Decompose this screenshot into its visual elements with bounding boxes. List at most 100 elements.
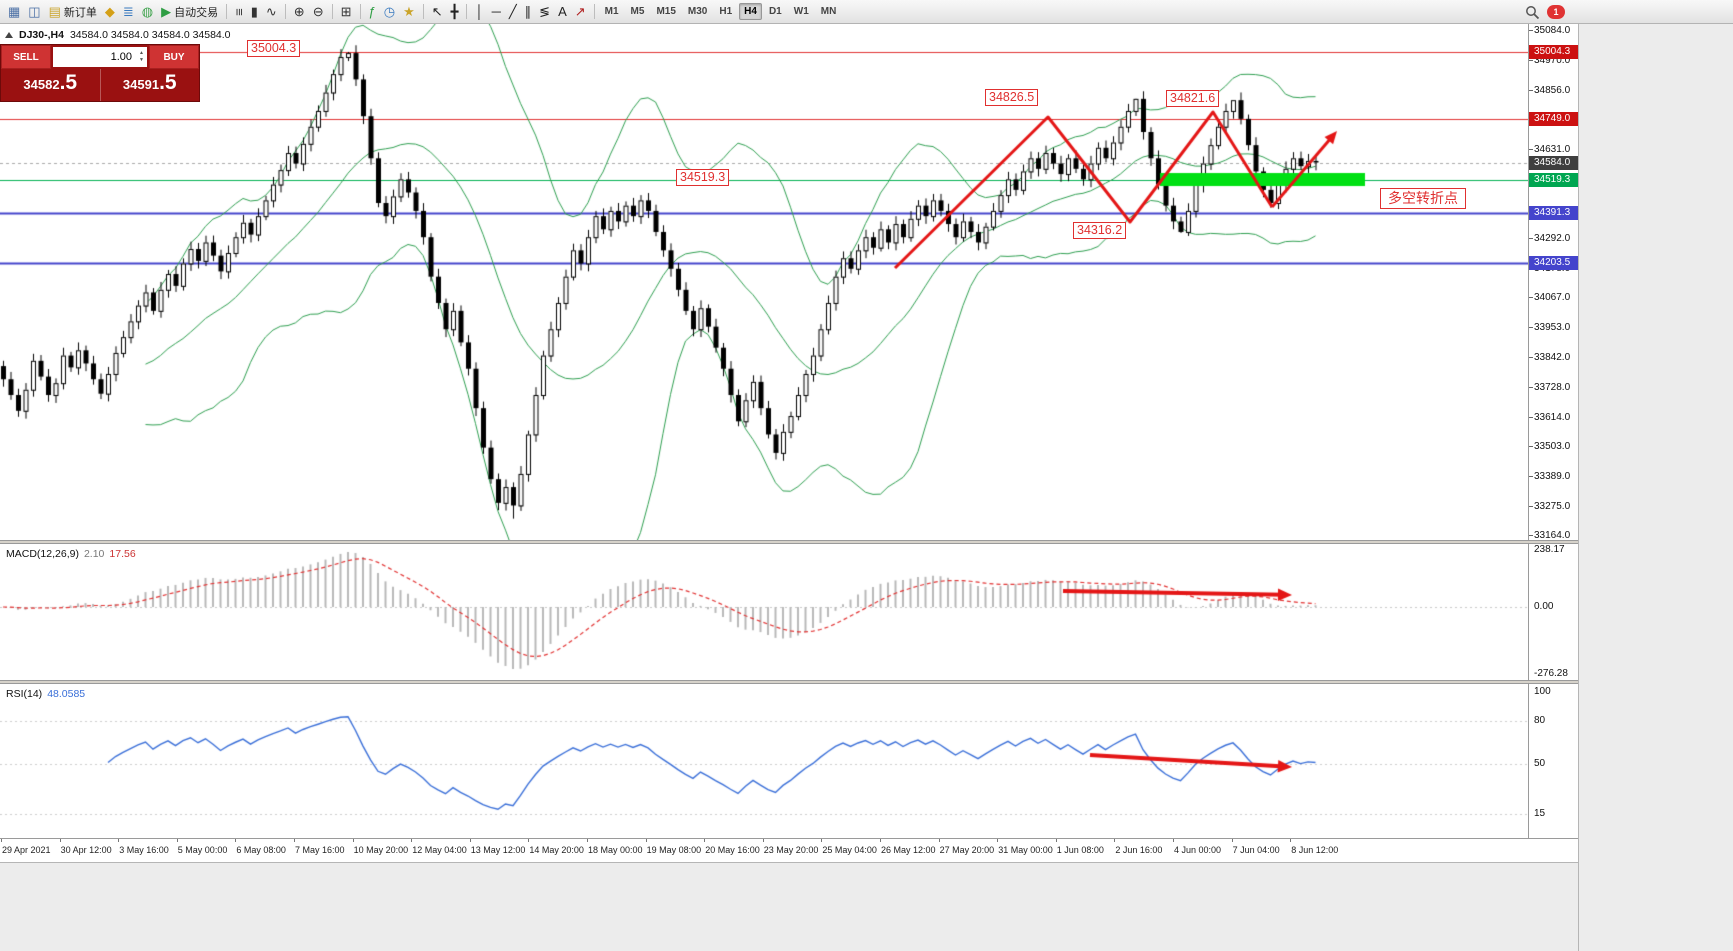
time-axis-label: 29 Apr 2021 xyxy=(2,845,51,855)
channel-icon[interactable]: ∥ xyxy=(522,2,535,22)
rsi-name: RSI(14) xyxy=(6,688,43,700)
new-order-button[interactable]: ▤ 新订单 xyxy=(46,2,100,22)
time-axis-label: 1 Jun 08:00 xyxy=(1056,845,1104,855)
trendline-icon[interactable]: ╱ xyxy=(506,2,520,22)
cursor-icon[interactable]: ↖ xyxy=(429,2,446,22)
community-icon[interactable]: ◍ xyxy=(139,2,156,22)
vertical-line-icon: │ xyxy=(475,3,484,19)
time-axis-tick xyxy=(880,839,881,842)
timeframe-d1[interactable]: D1 xyxy=(768,6,782,17)
sell-button[interactable]: SELL xyxy=(1,45,51,69)
bar-chart-icon[interactable]: ≡ xyxy=(231,2,247,22)
macd-signal-value: 17.56 xyxy=(109,548,136,560)
price-axis-tick: 34856.0 xyxy=(1529,84,1571,96)
rsi-canvas[interactable] xyxy=(0,684,1528,838)
price-axis-flag-34391.3: 34391.3 xyxy=(1529,206,1578,221)
vertical-line-icon[interactable]: │ xyxy=(472,2,486,22)
tile-windows-icon: ◫ xyxy=(28,3,41,19)
chart-header: DJ30-,H4 34584.0 34584.0 34584.0 34584.0 xyxy=(5,29,231,41)
rsi-scale-label: 15 xyxy=(1534,808,1546,819)
bar-chart-icon: ≡ xyxy=(231,7,247,16)
depth-of-market-icon[interactable]: ≣ xyxy=(120,2,137,22)
chart-ohlc-values: 34584.0 34584.0 34584.0 34584.0 xyxy=(69,29,231,41)
sell-price-big: .5 xyxy=(59,71,78,94)
chart-window-icon[interactable]: ▦ xyxy=(5,2,23,22)
chart-list-icon[interactable]: ◆ xyxy=(102,2,118,22)
timeframe-m1[interactable]: M1 xyxy=(604,6,619,17)
crosshair-icon[interactable]: ╋ xyxy=(448,2,462,22)
sell-price-small: 34582 xyxy=(23,77,60,92)
autotrading-button[interactable]: ▶ 自动交易 xyxy=(158,2,221,22)
zoom-in-icon[interactable]: ⊕ xyxy=(291,2,308,22)
buy-price[interactable]: 34591.5 xyxy=(99,69,200,101)
price-axis-tick: 34292.0 xyxy=(1529,233,1571,245)
time-axis-label: 2 Jun 16:00 xyxy=(1115,845,1163,855)
price-axis-flag-34584.0: 34584.0 xyxy=(1529,155,1578,170)
macd-canvas[interactable] xyxy=(0,544,1528,680)
time-axis-tick xyxy=(235,839,237,842)
time-axis-label: 13 May 12:00 xyxy=(470,845,526,855)
text-icon[interactable]: A xyxy=(555,2,570,22)
tile-windows-icon[interactable]: ◫ xyxy=(25,2,43,22)
new-order-button-label: 新订单 xyxy=(63,6,97,19)
volume-spinner[interactable]: ▲ ▼ xyxy=(137,47,146,67)
buy-button[interactable]: BUY xyxy=(149,45,199,69)
time-axis-tick xyxy=(938,839,940,842)
zoom-in-icon: ⊕ xyxy=(293,3,305,19)
notification-badge[interactable]: 1 xyxy=(1547,5,1565,19)
arrows-icon: ↗ xyxy=(574,3,586,19)
time-axis-label: 30 Apr 12:00 xyxy=(60,845,112,855)
horizontal-line-icon[interactable]: ─ xyxy=(489,2,504,22)
volume-down-icon[interactable]: ▼ xyxy=(139,57,144,63)
price-chart-canvas[interactable] xyxy=(0,24,1528,540)
time-axis-label: 18 May 00:00 xyxy=(588,845,643,855)
macd-scale-label: 238.17 xyxy=(1534,544,1565,555)
chart-list-icon: ◆ xyxy=(104,3,115,19)
candlestick-chart-icon[interactable]: ▮ xyxy=(248,2,261,22)
splitter-macd[interactable] xyxy=(0,540,1578,544)
price-axis-tick: 34631.0 xyxy=(1529,144,1571,156)
zoom-out-icon[interactable]: ⊖ xyxy=(310,2,327,22)
timeframe-h1[interactable]: H1 xyxy=(719,6,733,17)
time-axis-tick xyxy=(1231,839,1233,842)
time-axis-tick xyxy=(528,839,530,842)
timeframe-w1[interactable]: W1 xyxy=(793,6,809,17)
search-icon[interactable] xyxy=(1525,5,1540,20)
indicators-icon[interactable]: ƒ xyxy=(366,2,379,22)
time-axis-label: 19 May 08:00 xyxy=(646,845,702,855)
oneclick-toggle-icon[interactable] xyxy=(5,32,13,38)
fibonacci-icon[interactable]: ≶ xyxy=(536,2,553,22)
time-axis-tick xyxy=(821,839,823,842)
timeframe-m30[interactable]: M30 xyxy=(687,6,708,17)
time-axis-label: 26 May 12:00 xyxy=(881,845,936,855)
templates-icon[interactable]: ★ xyxy=(400,2,418,22)
timeframe-m15[interactable]: M15 xyxy=(656,6,676,17)
periods-icon[interactable]: ◷ xyxy=(381,2,398,22)
time-axis: 29 Apr 2021 30 Apr 12:00 3 May 16:00 5 May … xyxy=(0,838,1578,862)
time-axis-label: 20 May 16:00 xyxy=(705,845,760,855)
bottom-empty-area xyxy=(0,862,1578,951)
toolbar-separator xyxy=(466,4,468,19)
price-axis-tick: 33614.0 xyxy=(1529,411,1571,423)
price-axis: 35084.034970.034856.034631.034292.034178… xyxy=(1528,24,1578,838)
price-axis-tick: 33275.0 xyxy=(1529,500,1571,512)
volume-up-icon[interactable]: ▲ xyxy=(139,50,144,56)
annotation-price-label: 34519.3 xyxy=(676,169,730,186)
volume-input[interactable] xyxy=(53,50,147,64)
arrows-icon[interactable]: ↗ xyxy=(572,2,589,22)
tile-grid-icon[interactable]: ⊞ xyxy=(338,2,355,22)
price-axis-tick: 33503.0 xyxy=(1529,440,1571,452)
price-axis-tick: 33164.0 xyxy=(1529,530,1571,541)
timeframe-mn[interactable]: MN xyxy=(820,6,837,17)
timeframe-h4[interactable]: H4 xyxy=(739,3,762,20)
timeframe-m5[interactable]: M5 xyxy=(630,6,645,17)
line-chart-icon[interactable]: ∿ xyxy=(263,2,280,22)
splitter-rsi[interactable] xyxy=(0,680,1578,684)
autotrading-icon: ▶ xyxy=(161,3,172,19)
time-axis-label: 23 May 20:00 xyxy=(763,845,819,855)
toolbar-separator xyxy=(331,4,333,19)
time-axis-tick xyxy=(176,839,178,842)
price-axis-tick: 33842.0 xyxy=(1529,351,1571,363)
sell-price[interactable]: 34582.5 xyxy=(1,69,100,101)
